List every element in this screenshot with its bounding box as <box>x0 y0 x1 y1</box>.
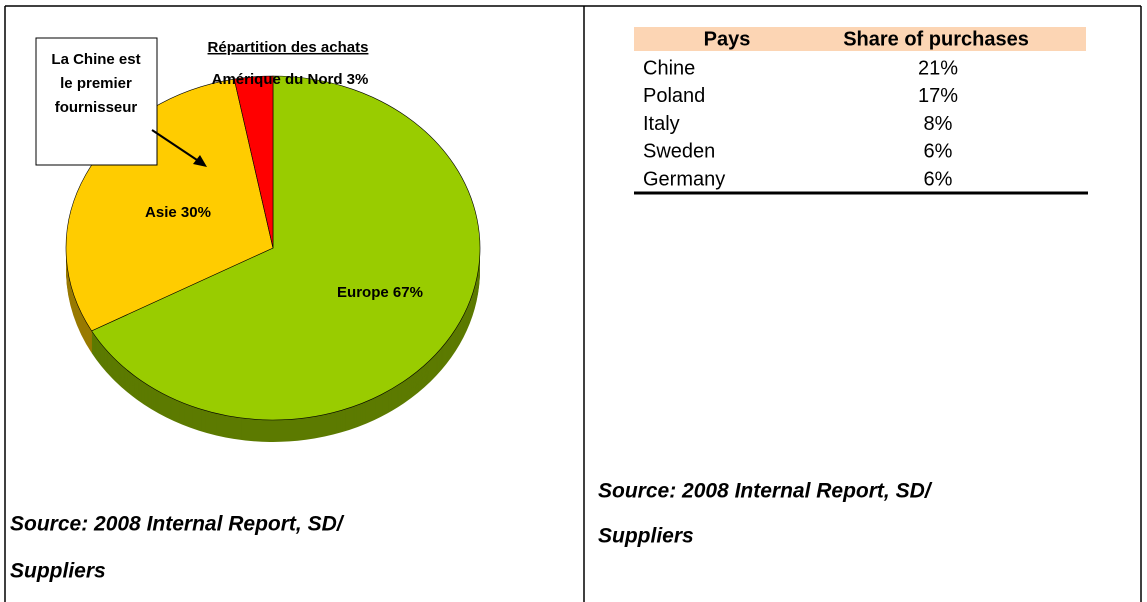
table-cell: 8% <box>924 113 953 135</box>
slice-value: 30% <box>181 204 211 221</box>
annotation-line: La Chine est <box>51 51 140 68</box>
source: Source: 2008 Internal Report, SD/ <box>598 480 933 503</box>
table-cell: Germany <box>643 168 725 190</box>
table-cell: Italy <box>643 113 680 135</box>
annotation-line: fournisseur <box>55 99 138 116</box>
slice-category: Amérique du Nord <box>212 71 343 88</box>
table-cell: 6% <box>924 168 953 190</box>
pie-slice <box>91 75 481 421</box>
table-body: Chine 21% Poland 17% Italy 8% Sweden 6% Germany 6… <box>643 57 958 190</box>
source: Source: 2008 Internal Report, SD/ <box>10 513 345 536</box>
slice-value: 3% <box>347 71 369 88</box>
slice-category: Europe <box>337 284 389 301</box>
table-cell: 21% <box>918 57 958 79</box>
annotation-arrow <box>151 129 201 163</box>
table-header: Share of purchases <box>843 28 1029 50</box>
table-cell: Sweden <box>643 141 715 163</box>
slice-label: Asie 30% <box>145 204 211 221</box>
arrow-head <box>193 155 207 167</box>
pie-slice <box>233 75 274 249</box>
slice-category: Asie <box>145 204 177 221</box>
table-header: Pays <box>704 28 751 50</box>
chart-title: Répartition des achats <box>208 39 369 56</box>
table-cell: 17% <box>918 85 958 107</box>
table-cell: 6% <box>924 141 953 163</box>
source: Suppliers <box>598 525 694 548</box>
slice-label: Europe 67% <box>337 284 423 301</box>
slice-value: 67% <box>393 284 423 301</box>
table-cell: Poland <box>643 85 705 107</box>
annotation-line: le premier <box>60 75 132 92</box>
table-cell: Chine <box>643 57 695 79</box>
source: Suppliers <box>10 560 106 583</box>
annotation-box <box>35 37 158 166</box>
pie-chart <box>65 75 481 442</box>
slice-label: Amérique du Nord 3% <box>212 71 369 88</box>
table-header-bg <box>634 27 1086 51</box>
